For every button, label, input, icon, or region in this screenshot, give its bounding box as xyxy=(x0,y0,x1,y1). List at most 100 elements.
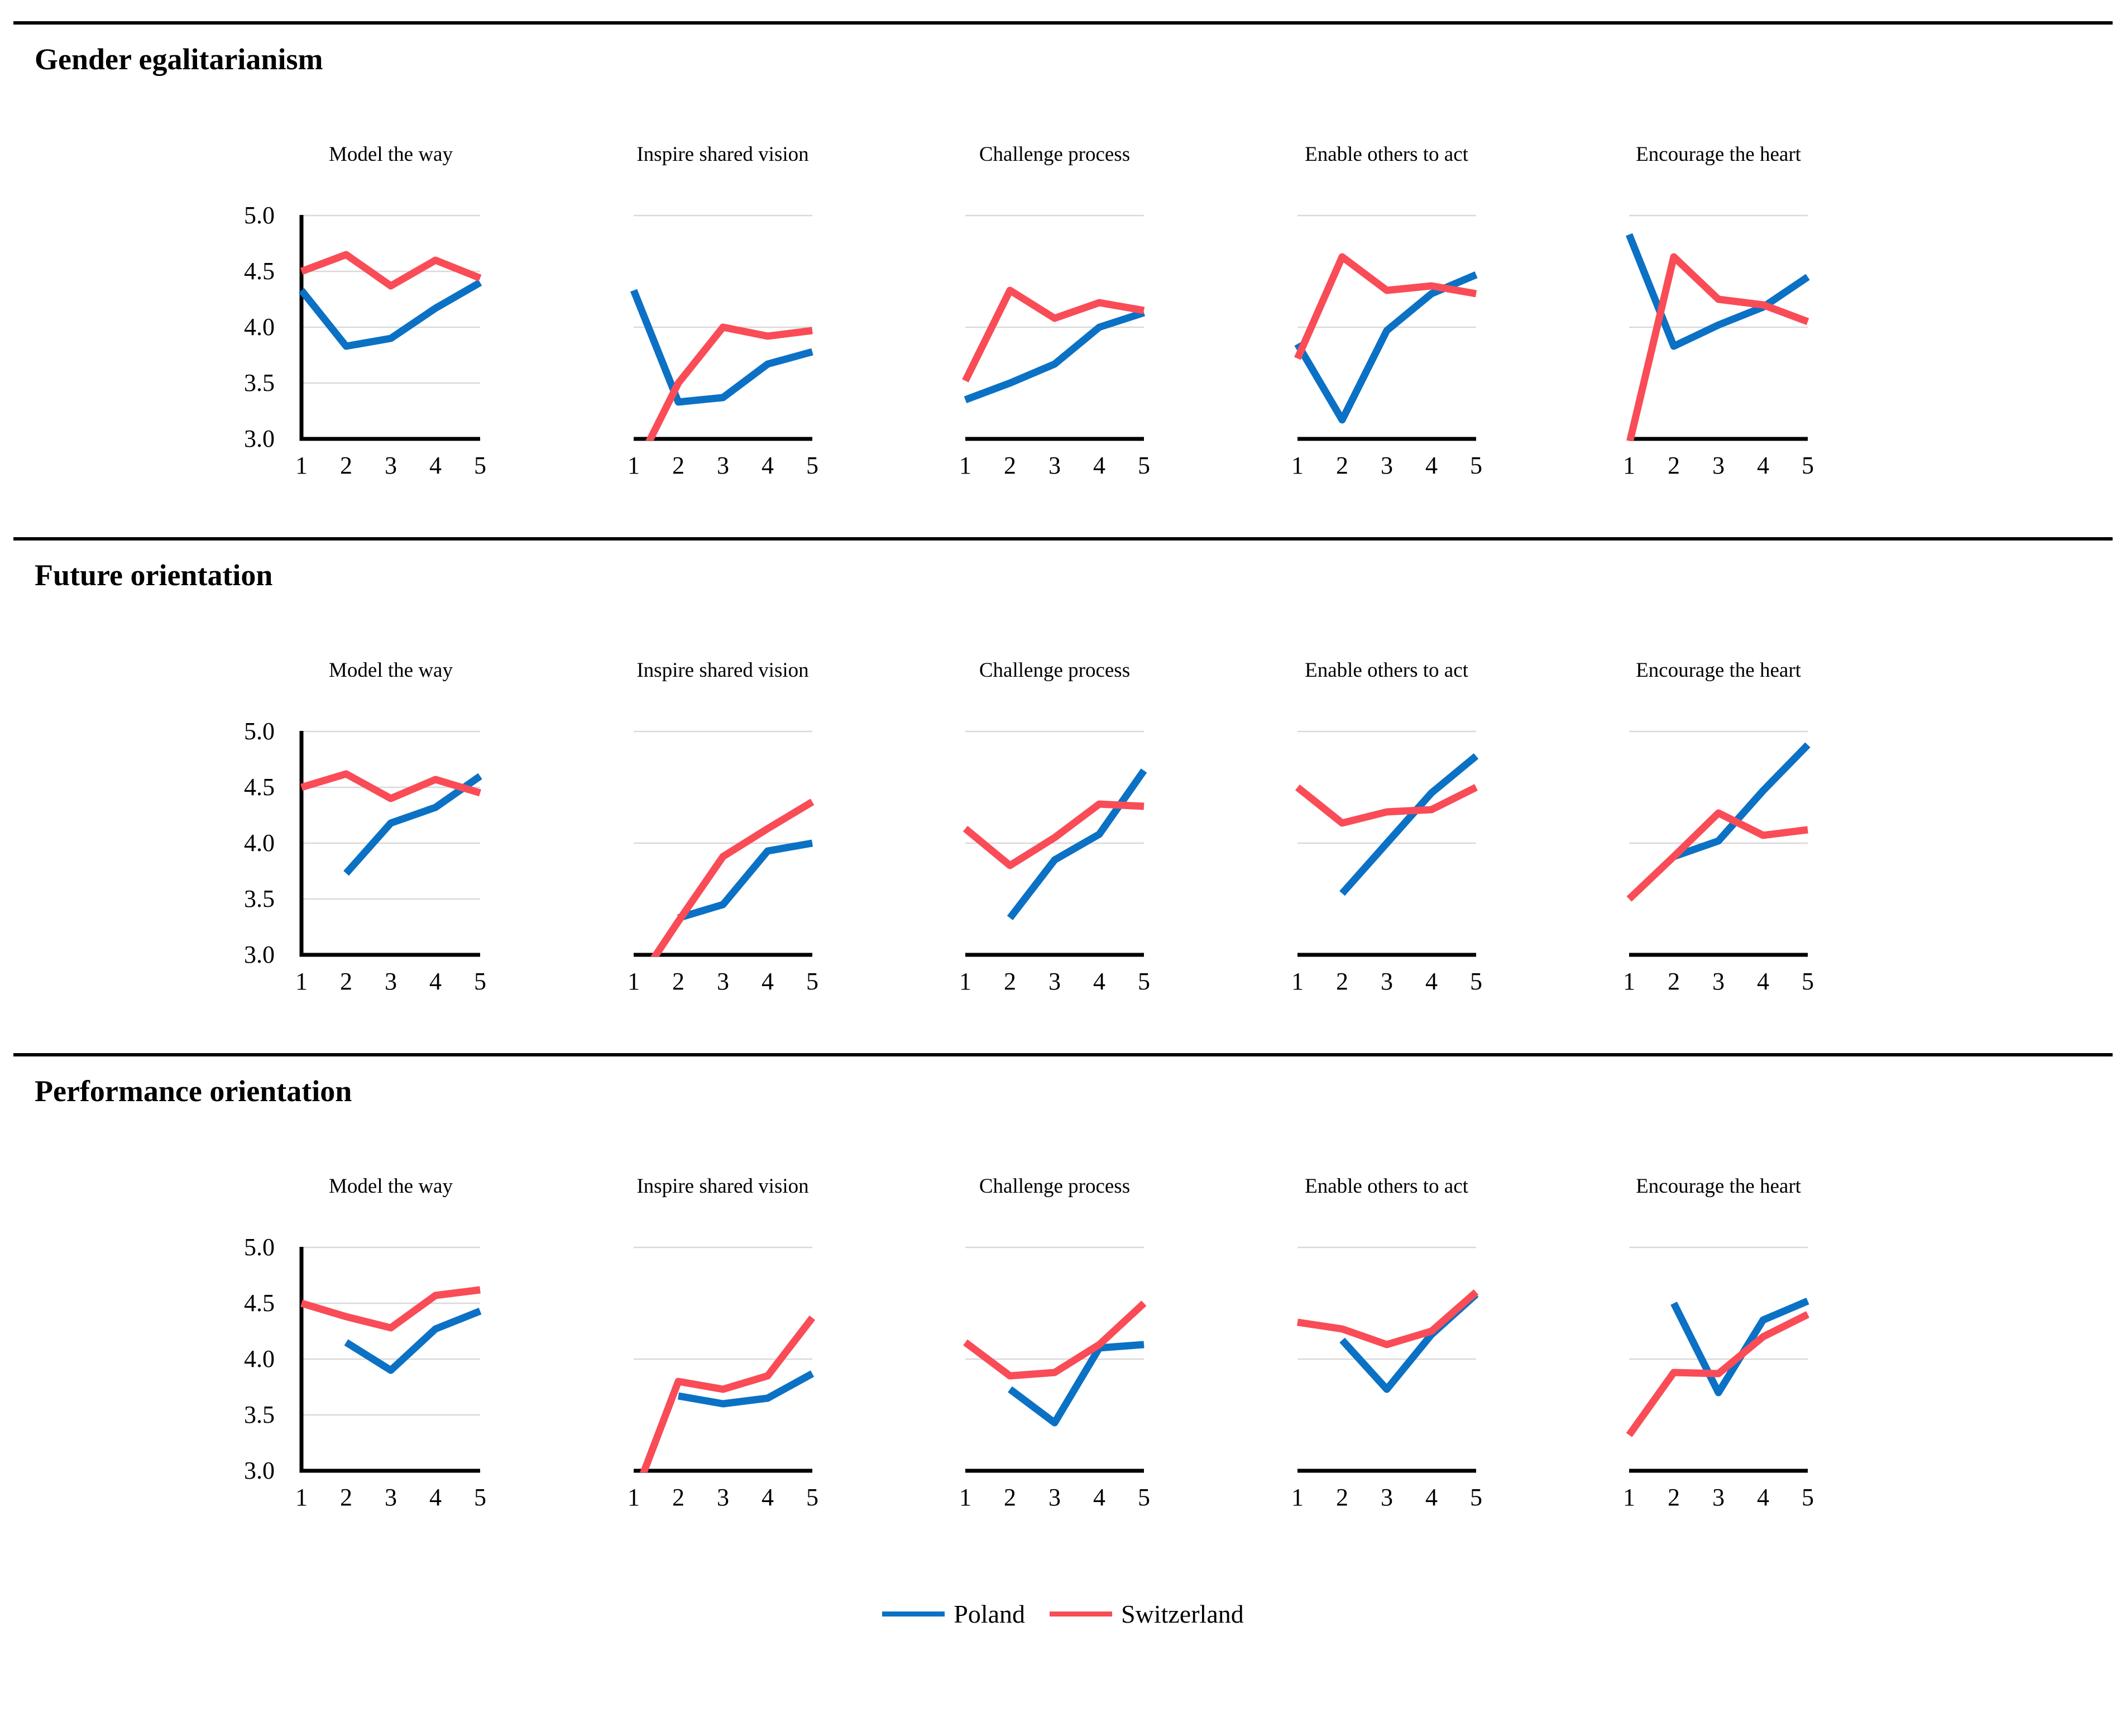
x-tick-label: 3 xyxy=(1712,1484,1725,1511)
y-tick-label: 3.5 xyxy=(244,369,275,396)
section-divider xyxy=(13,537,2113,541)
switzerland-line xyxy=(300,251,482,290)
y-tick-label: 4.5 xyxy=(244,1289,275,1317)
chart: Encourage the heart 1 2 3 4 5 xyxy=(1623,658,1814,999)
x-tick-label: 3 xyxy=(385,1484,397,1511)
poland-legend-swatch xyxy=(882,1611,945,1617)
chart-title: Inspire shared vision xyxy=(636,143,809,166)
chart-plot: 1 2 3 4 5 xyxy=(959,214,1150,479)
section: Future orientation 5.0 4.5 4.0 3.5 3.0 Model t… xyxy=(0,537,2126,999)
charts-row: 5.0 4.5 4.0 3.5 3.0 Model the way 1 2 3 4 5 Inspire… xyxy=(244,658,1814,999)
x-tick-label: 5 xyxy=(806,968,818,995)
chart-plot: 1 2 3 4 5 xyxy=(628,214,818,479)
x-tick-label: 4 xyxy=(1093,1484,1105,1511)
figure: Gender egalitarianism 5.0 4.5 4.0 3.5 3.0 Mode… xyxy=(0,21,2126,1629)
x-tick-label: 1 xyxy=(1623,1484,1635,1511)
x-tick-label: 2 xyxy=(672,452,684,479)
poland-line xyxy=(630,289,813,406)
x-tick-label: 2 xyxy=(340,452,352,479)
chart: Enable others to act 1 2 3 4 5 xyxy=(1291,142,1482,484)
x-tick-label: 3 xyxy=(1712,968,1725,995)
chart-plot: 1 2 3 4 5 xyxy=(295,1246,486,1511)
x-tick-label: 5 xyxy=(474,452,486,479)
x-tick-label: 3 xyxy=(1381,968,1393,995)
chart: Inspire shared vision 1 2 3 4 5 xyxy=(628,658,818,999)
poland-line xyxy=(344,1307,482,1374)
chart: 5.0 4.5 4.0 3.5 3.0 Model the way 1 2 3 4 5 xyxy=(244,142,486,484)
switzerland-line xyxy=(1296,1289,1478,1348)
y-tick-label: 5.0 xyxy=(244,1233,275,1261)
x-tick-label: 5 xyxy=(1802,968,1814,995)
x-tick-label: 4 xyxy=(1757,968,1769,995)
x-tick-label: 2 xyxy=(1004,452,1016,479)
chart: Inspire shared vision 1 2 3 4 5 xyxy=(628,1174,818,1515)
section-title: Gender egalitarianism xyxy=(35,42,323,76)
poland-line xyxy=(343,773,482,876)
x-tick-label: 5 xyxy=(806,1484,818,1511)
x-tick-label: 3 xyxy=(385,452,397,479)
x-tick-label: 3 xyxy=(1381,1484,1393,1511)
poland-line xyxy=(1339,753,1478,896)
chart-plot: 1 2 3 4 5 xyxy=(959,730,1150,995)
x-tick-label: 1 xyxy=(295,968,308,995)
switzerland-line xyxy=(962,286,1145,382)
x-tick-label: 1 xyxy=(1291,968,1304,995)
section: Performance orientation 5.0 4.5 4.0 3.5 3.0 Mo… xyxy=(0,1053,2126,1515)
chart-title: Challenge process xyxy=(979,143,1131,166)
x-tick-label: 4 xyxy=(429,968,442,995)
chart: Challenge process 1 2 3 4 5 xyxy=(959,142,1150,484)
switzerland-line xyxy=(300,770,481,802)
x-tick-label: 2 xyxy=(1668,968,1680,995)
x-tick-label: 2 xyxy=(672,1484,684,1511)
x-tick-label: 5 xyxy=(1470,1484,1482,1511)
x-tick-label: 3 xyxy=(1381,452,1393,479)
switzerland-line xyxy=(1295,784,1478,827)
switzerland-line xyxy=(650,798,814,957)
x-tick-label: 3 xyxy=(385,968,397,995)
x-tick-label: 1 xyxy=(1291,452,1304,479)
poland-line xyxy=(298,279,482,350)
chart-plot: 1 2 3 4 5 xyxy=(1291,214,1482,479)
chart: Challenge process 1 2 3 4 5 xyxy=(959,658,1150,999)
x-tick-label: 4 xyxy=(1425,968,1438,995)
y-tick-label: 3.5 xyxy=(244,885,275,912)
y-tick-label: 5.0 xyxy=(244,202,275,229)
x-tick-label: 5 xyxy=(1802,1484,1814,1511)
x-tick-label: 3 xyxy=(717,452,729,479)
y-tick-label: 3.0 xyxy=(244,425,275,452)
chart-plot: 1 2 3 4 5 xyxy=(295,214,486,479)
chart: Enable others to act 1 2 3 4 5 xyxy=(1291,1174,1482,1515)
y-axis-labels: 5.0 4.5 4.0 3.5 3.0 xyxy=(212,718,275,968)
x-tick-label: 5 xyxy=(806,452,818,479)
x-tick-label: 4 xyxy=(762,1484,774,1511)
switzerland-line xyxy=(1626,1311,1809,1437)
switzerland-line xyxy=(963,800,1145,869)
chart-title: Challenge process xyxy=(979,1175,1131,1198)
chart-title: Model the way xyxy=(329,143,453,166)
chart-plot: 1 2 3 4 5 xyxy=(295,730,486,995)
chart-title: Inspire shared vision xyxy=(636,1175,809,1198)
chart-title: Inspire shared vision xyxy=(636,659,809,682)
x-tick-label: 2 xyxy=(340,1484,352,1511)
x-tick-label: 1 xyxy=(1623,452,1635,479)
chart-title: Model the way xyxy=(329,1175,453,1198)
legend: Poland Switzerland xyxy=(0,1599,2126,1629)
legend-item-poland: Poland xyxy=(882,1599,1025,1629)
switzerland-line xyxy=(1626,253,1809,441)
chart-plot: 1 2 3 4 5 xyxy=(1623,214,1814,479)
sections: Gender egalitarianism 5.0 4.5 4.0 3.5 3.0 Mode… xyxy=(0,21,2126,1515)
x-tick-label: 3 xyxy=(1048,968,1061,995)
x-tick-label: 1 xyxy=(1291,1484,1304,1511)
x-tick-label: 2 xyxy=(340,968,352,995)
x-tick-label: 3 xyxy=(1712,452,1725,479)
y-tick-label: 3.0 xyxy=(244,941,275,968)
chart-plot: 1 2 3 4 5 xyxy=(628,730,818,995)
x-tick-label: 3 xyxy=(717,1484,729,1511)
poland-line xyxy=(1670,1298,1809,1397)
legend-label: Switzerland xyxy=(1121,1600,1244,1628)
y-tick-label: 3.5 xyxy=(244,1401,275,1428)
x-tick-label: 1 xyxy=(1623,968,1635,995)
chart: Enable others to act 1 2 3 4 5 xyxy=(1291,658,1482,999)
x-tick-label: 5 xyxy=(1138,452,1150,479)
x-tick-label: 2 xyxy=(1668,452,1680,479)
